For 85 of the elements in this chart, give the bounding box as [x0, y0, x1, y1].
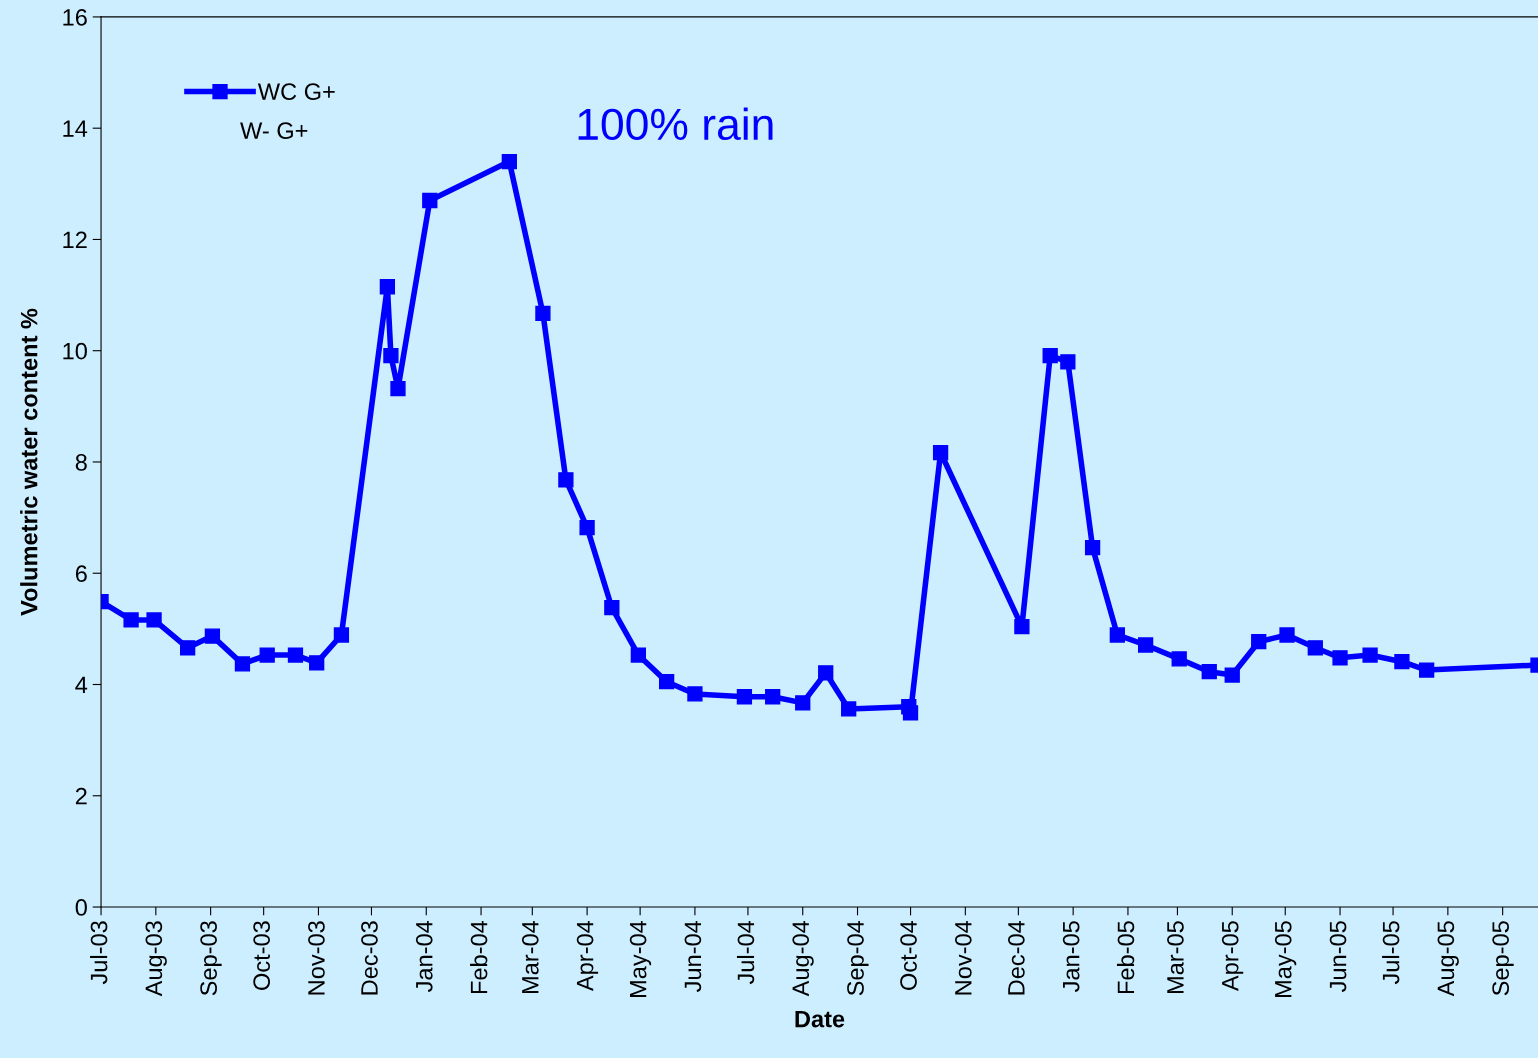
- point: [309, 655, 325, 671]
- y-tick-label: 10: [63, 342, 87, 360]
- x-tick-label: Dec-03: [361, 921, 378, 995]
- x-tick-label: Oct-03: [253, 921, 270, 990]
- x-tick-label: Sep-04: [847, 920, 869, 996]
- x-tick-label: Feb-04: [470, 920, 488, 994]
- point: [1060, 354, 1076, 370]
- x-tick-label: Apr-04: [576, 920, 599, 992]
- x-tick-label: Sep-05: [1492, 921, 1514, 996]
- point: [1394, 654, 1410, 670]
- point: [422, 192, 438, 209]
- point: [123, 612, 139, 628]
- point: [287, 647, 304, 663]
- x-tick-label: Sep-03: [200, 921, 222, 996]
- point: [765, 689, 781, 705]
- annotation: 100% rain: [578, 107, 773, 141]
- x-tick-label: Apr-05: [1221, 921, 1244, 992]
- x-tick-label: May-05: [1274, 921, 1297, 998]
- point: [383, 348, 399, 364]
- point: [1084, 540, 1101, 556]
- x-tick-label: Jan-05: [1062, 921, 1080, 993]
- point: [1171, 651, 1187, 667]
- point: [501, 153, 517, 170]
- y-tick-label: 12: [63, 231, 87, 249]
- x-tick-label: Nov-03: [308, 921, 325, 995]
- point: [234, 656, 251, 672]
- x-tick-label: Aug-04: [792, 920, 814, 997]
- x-tick-label: Oct-04: [900, 920, 917, 990]
- point: [379, 279, 396, 295]
- x-tick-label: Jul-04: [736, 920, 755, 985]
- x-tick-label: Mar-05: [1167, 921, 1184, 994]
- point: [204, 628, 221, 644]
- y-tick-label: 2: [75, 787, 87, 805]
- point: [180, 640, 196, 656]
- y-tick-label: 0: [75, 899, 87, 916]
- y-tick-label: 14: [63, 120, 88, 137]
- point: [390, 380, 406, 397]
- point: [902, 705, 919, 721]
- x-tick-label: Jul-03: [90, 921, 108, 985]
- point: [818, 665, 834, 681]
- point: [604, 600, 620, 616]
- x-tick-label: Aug-05: [1437, 921, 1459, 997]
- y-axis-title: Volumetric water content %: [20, 308, 38, 616]
- y-tick-label: 4: [75, 676, 88, 694]
- x-tick-label: Mar-04: [521, 920, 539, 994]
- point: [630, 647, 646, 663]
- x-tick-label: Dec-04: [1007, 920, 1025, 995]
- point: [535, 305, 551, 322]
- point: [841, 701, 857, 717]
- point: [795, 695, 811, 711]
- point: [333, 627, 350, 643]
- point: [1279, 627, 1295, 643]
- point: [1251, 634, 1267, 650]
- point: [932, 444, 949, 461]
- legend-label: WC G+: [257, 83, 335, 101]
- x-axis-title: Date: [795, 1010, 845, 1028]
- point: [146, 612, 162, 628]
- point: [736, 689, 753, 705]
- point: [1201, 664, 1217, 680]
- x-tick-label: Jul-05: [1382, 921, 1400, 985]
- x-tick-label: Feb-05: [1116, 921, 1135, 994]
- point: [687, 686, 703, 702]
- point: [1419, 662, 1435, 678]
- y-tick-label: 8: [75, 454, 87, 471]
- annotation: W- G+: [240, 122, 308, 139]
- y-tick-label: 16: [63, 9, 87, 26]
- point: [1224, 667, 1240, 683]
- point: [1137, 637, 1154, 653]
- x-tick-label: May-04: [629, 920, 652, 998]
- x-tick-label: Jun-04: [684, 920, 702, 993]
- point: [579, 519, 595, 536]
- x-tick-label: Jun-05: [1329, 921, 1347, 993]
- x-tick-label: Nov-04: [954, 920, 972, 995]
- point: [1332, 650, 1348, 666]
- point: [1362, 647, 1378, 663]
- y-tick-label: 6: [75, 565, 87, 583]
- point: [1307, 640, 1323, 656]
- x-tick-label: Jan-04: [415, 920, 433, 993]
- point: [1014, 619, 1030, 635]
- point: [558, 472, 574, 488]
- point: [658, 674, 675, 690]
- point: [259, 647, 275, 663]
- x-tick-label: Aug-03: [145, 921, 167, 997]
- point: [1042, 348, 1058, 364]
- point: [1109, 627, 1125, 643]
